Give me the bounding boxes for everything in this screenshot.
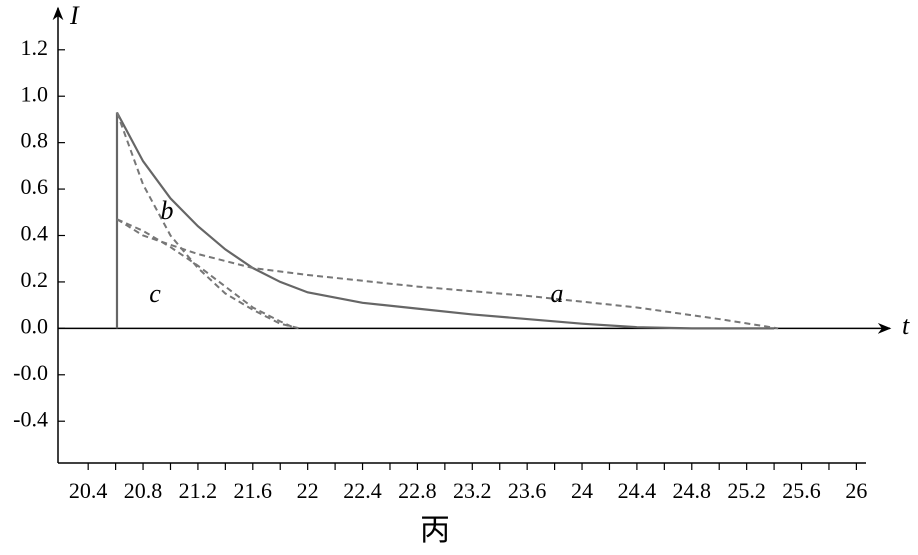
x-tick-label: 24.8 [673, 478, 712, 503]
x-tick-label: 25.2 [727, 478, 766, 503]
x-tick-label: 22 [297, 478, 319, 503]
y-axis-label: I [69, 1, 80, 30]
x-tick-label: 25.6 [782, 478, 821, 503]
curve [116, 218, 779, 330]
curve-label: c [149, 279, 161, 308]
x-tick-label: 24 [571, 478, 593, 503]
x-axis-label: t [902, 311, 910, 340]
caption: 丙 [420, 514, 450, 547]
y-tick-label: 1.2 [21, 35, 49, 60]
curve [115, 111, 775, 330]
y-tick-label: -0.4 [13, 406, 48, 431]
y-tick-label: 1.0 [21, 81, 49, 106]
curve [116, 218, 296, 330]
curve-label: b [161, 196, 174, 225]
x-tick-label: 20.4 [69, 478, 108, 503]
x-tick-label: 23.2 [453, 478, 492, 503]
x-tick-label: 24.4 [618, 478, 657, 503]
y-tick-label: 0.0 [21, 313, 49, 338]
y-tick-label: -0.0 [13, 360, 48, 385]
curve-label: a [551, 279, 564, 308]
x-tick-label: 22.8 [398, 478, 437, 503]
x-tick-label: 21.2 [179, 478, 218, 503]
x-tick-label: 26 [845, 478, 867, 503]
y-tick-label: 0.4 [21, 221, 49, 246]
y-tick-label: 0.8 [21, 128, 49, 153]
y-tick-label: 0.2 [21, 267, 49, 292]
x-tick-label: 23.6 [508, 478, 547, 503]
x-tick-label: 22.4 [343, 478, 382, 503]
y-tick-label: 0.6 [21, 174, 49, 199]
x-tick-label: 20.8 [124, 478, 163, 503]
x-tick-label: 21.6 [234, 478, 273, 503]
curve [116, 112, 300, 330]
